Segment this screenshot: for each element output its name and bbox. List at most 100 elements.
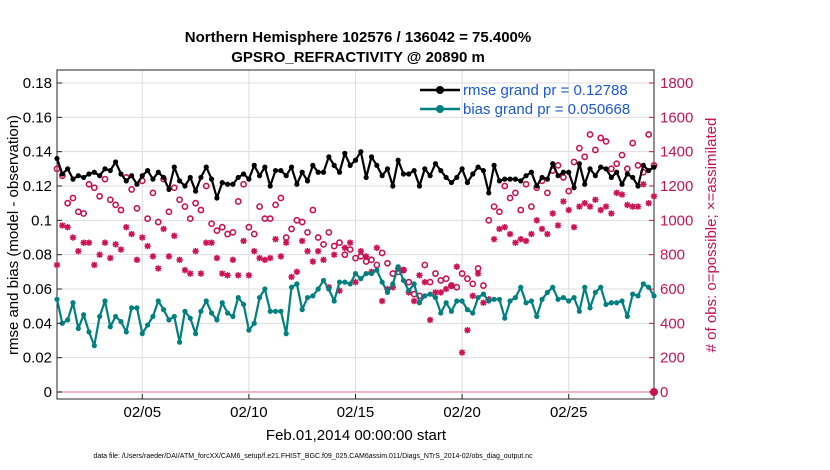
bias-point [614,300,620,306]
assimilated-obs-marker [197,270,205,277]
rmse-point [235,174,241,181]
possible-obs-marker [298,218,306,226]
assimilated-obs-marker [400,266,407,274]
right-tick-label: 1400 [660,144,693,161]
possible-obs-marker [442,275,450,283]
possible-obs-marker [501,182,509,190]
bias-point [491,296,497,302]
assimilated-obs-marker [314,248,322,255]
bias-point [54,296,60,302]
assimilated-obs-marker [352,278,359,286]
possible-obs-marker [186,215,194,223]
bias-point [640,281,646,287]
rmse-point [171,164,177,170]
right-tick-label: 1800 [660,75,693,92]
assimilated-obs-marker [235,272,242,279]
rmse-point [272,167,279,174]
bias-point [390,281,396,287]
rmse-point [512,176,519,182]
x-tick-label: 02/20 [443,404,481,421]
assimilated-obs-marker [432,289,439,296]
rmse-point [502,176,508,182]
assimilated-obs-marker [224,272,231,279]
rmse-point [598,164,604,170]
rmse-point [534,183,540,189]
assimilated-obs-marker [586,203,594,210]
right-tick-label: 600 [660,281,685,298]
possible-obs-marker [469,280,477,288]
rmse-point [539,174,545,181]
chart-title-line1: Northern Hemisphere 102576 / 136042 = 75… [185,29,531,46]
bias-point [86,329,92,335]
assimilated-obs-marker [187,270,194,277]
chart-title-line2: GPSRO_REFRACTIVITY @ 20890 m [231,49,485,66]
possible-obs-marker [496,208,503,216]
possible-obs-marker [240,180,247,188]
bias-point [278,308,284,314]
bias-point [427,291,433,297]
assimilated-obs-marker [357,248,365,255]
possible-obs-marker [64,199,72,207]
possible-obs-marker [480,282,487,289]
bias-point [411,281,417,287]
assimilated-obs-marker [490,236,498,243]
possible-obs-marker [368,256,375,264]
assimilated-obs-marker [384,285,391,293]
bias-point [651,293,657,299]
possible-obs-marker [506,194,514,202]
bias-point [416,300,423,306]
assimilated-obs-marker [80,239,87,246]
rmse-point [107,167,113,174]
rmse-point [267,183,273,189]
bias-point [75,325,81,332]
rmse-point [448,179,455,186]
rmse-point [139,173,145,179]
assimilated-obs-marker [203,239,210,246]
bias-point [230,313,236,320]
assimilated-obs-marker [128,230,135,238]
bias-point [59,320,65,326]
assimilated-obs-marker [240,237,247,245]
bias-point [150,313,156,320]
possible-obs-marker [597,134,605,142]
bias-point [219,300,225,306]
bias-point [400,277,407,284]
bias-point [432,294,439,301]
assimilated-obs-marker [181,266,189,274]
assimilated-obs-marker [597,206,604,214]
assimilated-obs-marker [107,254,114,262]
rmse-point [150,176,156,182]
legend-rmse-label: rmse grand pr = 0.12788 [463,82,628,99]
rmse-point [283,173,289,179]
possible-obs-marker [101,175,109,183]
assimilated-obs-marker [522,237,530,245]
x-tick-label: 02/15 [337,404,375,421]
bias-point [454,298,460,304]
bias-point [448,308,455,314]
bias-point [587,305,593,311]
bias-point [145,322,151,328]
rmse-point [102,166,108,172]
possible-obs-marker [581,153,589,161]
rmse-point [166,186,172,193]
rmse-point [256,173,263,179]
possible-obs-marker [170,184,178,192]
bias-point [342,279,348,285]
bias-point [192,331,199,337]
rmse-point [81,174,87,181]
assimilated-obs-marker [533,217,540,224]
rmse-point [411,167,417,174]
possible-obs-marker [117,206,125,214]
bias-point [518,284,524,290]
possible-obs-marker [586,131,594,138]
rmse-point [560,169,566,175]
data-file-footnote: data file: /Users/raeder/DAI/ATM_forcXX/… [93,453,533,460]
assimilated-obs-marker [336,287,343,294]
rmse-point [454,174,460,181]
bias-point [496,296,503,302]
bias-point [507,298,513,304]
rmse-point [224,181,231,187]
bias-point [208,310,215,316]
assimilated-obs-marker [346,239,354,246]
bias-point [470,310,476,316]
